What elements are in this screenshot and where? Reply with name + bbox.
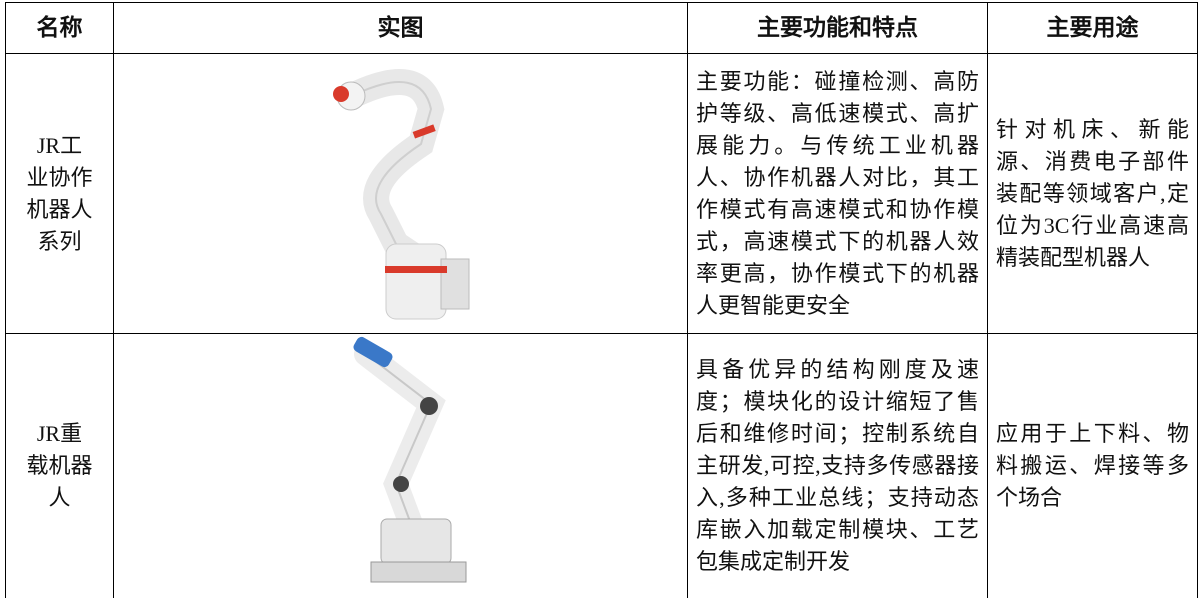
row: JR工业协作机器人系列 主要功能：碰撞检测、高防护等级、高低速模式、高扩展能力。… bbox=[6, 54, 1198, 334]
features-cell: 主要功能：碰撞检测、高防护等级、高低速模式、高扩展能力。与传统工业机器人、协作机… bbox=[688, 54, 988, 334]
usage-cell: 针对机床、新能源、消费电子部件装配等领域客户,定位为3C行业高速高精装配型机器人 bbox=[988, 54, 1198, 334]
name-cell: JR重载机器人 bbox=[6, 334, 114, 598]
header-cell: 主要功能和特点 bbox=[688, 3, 988, 54]
heavy-robot-image bbox=[301, 334, 501, 589]
usage-cell: 应用于上下料、物料搬运、焊接等多个场合 bbox=[988, 334, 1198, 598]
name-cell: JR工业协作机器人系列 bbox=[6, 54, 114, 334]
header-row: 名称 实图 主要功能和特点 主要用途 bbox=[6, 3, 1198, 54]
header-cell: 名称 bbox=[6, 3, 114, 54]
header-cell: 实图 bbox=[114, 3, 688, 54]
features-cell: 具备优异的结构刚度及速度；模块化的设计缩短了售后和维修时间；控制系统自主研发,可… bbox=[688, 334, 988, 598]
header-cell: 主要用途 bbox=[988, 3, 1198, 54]
cobot-image bbox=[301, 54, 501, 324]
image-cell bbox=[114, 334, 688, 598]
product-table: 名称 实图 主要功能和特点 主要用途 JR工业协作机器人系列 主要功能：碰撞检测… bbox=[5, 2, 1198, 598]
image-cell bbox=[114, 54, 688, 334]
row: JR重载机器人 具备优异的结构刚度及速度；模块化的设计缩短了售后和维修时间；控制… bbox=[6, 334, 1198, 598]
